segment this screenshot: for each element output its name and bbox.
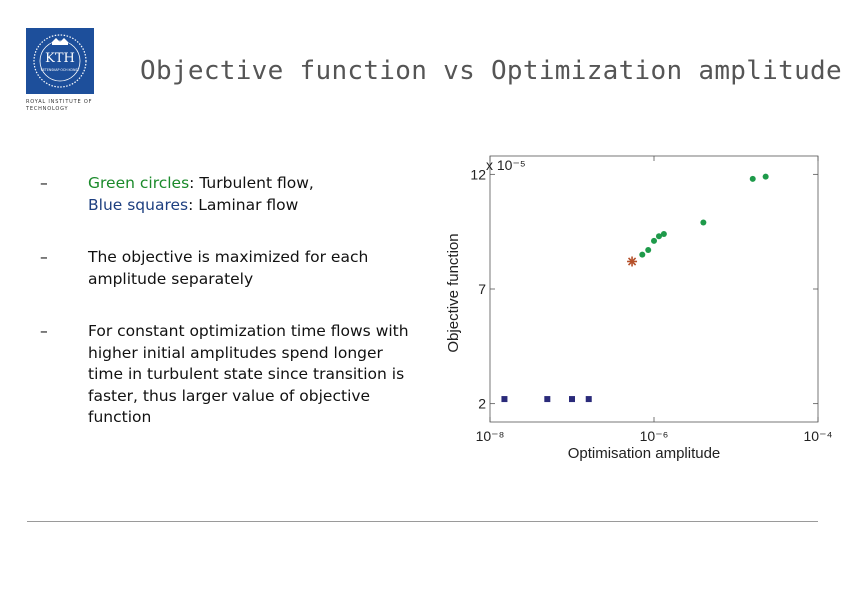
y-tick-label: 12 bbox=[470, 166, 486, 182]
star-stroke bbox=[627, 257, 637, 266]
bullet-text: The objective is maximized for each ampl… bbox=[88, 248, 369, 288]
blue-squares-label: Blue squares bbox=[88, 195, 189, 214]
logo-text: KTH bbox=[45, 51, 75, 66]
data-point-circle bbox=[645, 247, 652, 254]
y-axis-label: Objective function bbox=[445, 233, 462, 352]
kth-logo-emblem: KTH VETENSKAP OCH KONST bbox=[26, 28, 94, 94]
page-title: Objective function vs Optimization ampli… bbox=[140, 56, 842, 86]
laminar-flow-label: : Laminar flow bbox=[188, 195, 299, 214]
data-point-square bbox=[585, 396, 592, 403]
data-point-star bbox=[627, 256, 638, 267]
data-point-circle bbox=[660, 230, 667, 237]
data-point-circle bbox=[700, 219, 707, 226]
kth-logo: KTH VETENSKAP OCH KONST bbox=[26, 28, 94, 94]
data-point-circle bbox=[762, 173, 769, 180]
logo-subtext: VETENSKAP OCH KONST bbox=[41, 68, 80, 72]
x-tick-label: 10⁻⁶ bbox=[640, 428, 669, 444]
data-point-square bbox=[569, 396, 575, 403]
scatter-chart: 2 7 12 10⁻⁸ 10⁻⁶ 10⁻⁴ x 10⁻⁵ Optimisation ampli… bbox=[438, 144, 833, 468]
bullet-text: For constant optimization time flows wit… bbox=[88, 322, 409, 426]
footer-divider bbox=[27, 521, 818, 522]
data-point-circle bbox=[655, 233, 662, 240]
x-tick-label: 10⁻⁸ bbox=[476, 428, 505, 444]
y-multiplier: x 10⁻⁵ bbox=[486, 157, 526, 173]
chart-svg: 2 7 12 10⁻⁸ 10⁻⁶ 10⁻⁴ x 10⁻⁵ Optimisation ampli… bbox=[445, 155, 833, 462]
data-point-circle bbox=[651, 237, 657, 244]
bullet-dash: – bbox=[40, 248, 48, 266]
bullet-list: – Green circles: Turbulent flow, Blue sq… bbox=[40, 173, 420, 460]
institution-name: ROYAL INSTITUTE OF TECHNOLOGY bbox=[26, 99, 93, 112]
bullet-dash: – bbox=[40, 322, 48, 340]
data-point-circle bbox=[639, 251, 646, 258]
plot-frame bbox=[489, 155, 819, 423]
bullet-dash: – bbox=[40, 174, 48, 192]
bullet-item-maximized: – The objective is maximized for each am… bbox=[40, 247, 420, 290]
x-axis-label: Optimisation amplitude bbox=[568, 445, 721, 462]
data-point-square bbox=[544, 396, 551, 403]
green-circles-label: Green circles bbox=[88, 174, 190, 192]
x-tick-label: 10⁻⁴ bbox=[804, 428, 833, 444]
bullet-item-explanation: – For constant optimization time flows w… bbox=[40, 321, 420, 429]
data-point-square bbox=[501, 396, 508, 403]
y-tick-label: 2 bbox=[478, 396, 486, 412]
data-point-circle bbox=[749, 175, 756, 182]
y-tick-label: 7 bbox=[478, 281, 486, 297]
turbulent-flow-label: : Turbulent flow, bbox=[189, 174, 314, 192]
bullet-item-legend: – Green circles: Turbulent flow, Blue sq… bbox=[40, 173, 420, 216]
